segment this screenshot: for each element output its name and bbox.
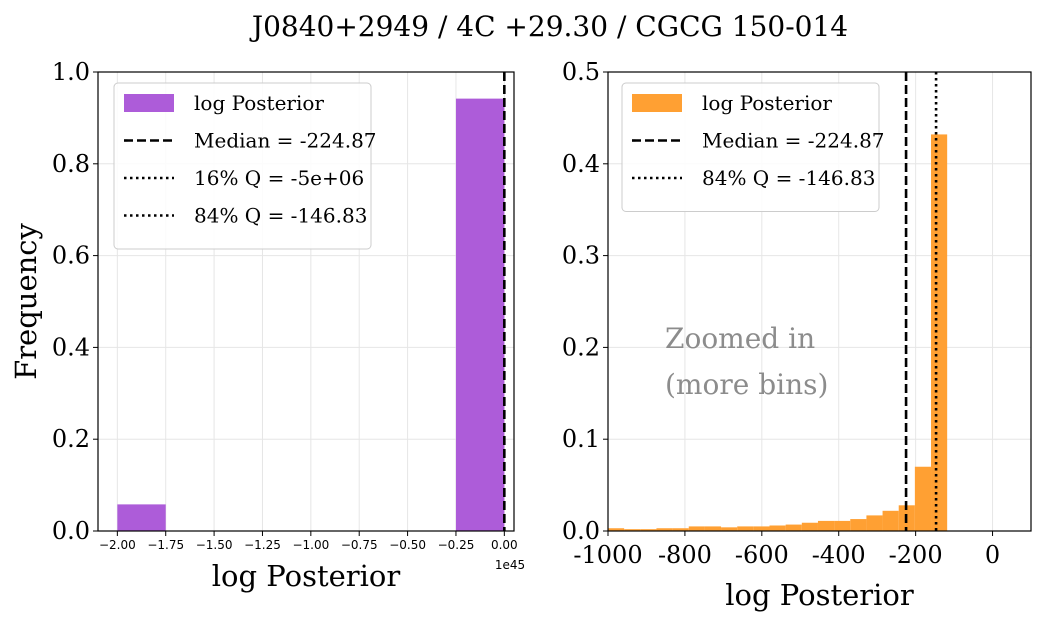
- histogram-bar: [721, 527, 738, 531]
- annotation-text: (more bins): [665, 368, 828, 401]
- y-tick-label: 0.4: [562, 150, 600, 178]
- histogram-bar: [882, 510, 899, 531]
- x-tick-label: −1.75: [147, 538, 184, 552]
- histogram-bar: [737, 526, 754, 531]
- x-tick-label: -600: [735, 541, 789, 569]
- histogram-bar: [785, 524, 802, 531]
- histogram-bar: [656, 528, 673, 531]
- right-panel: -1000 -800 -600 -400 -200 0 0.0 0.1 0.2 0.3 0.4 0.5…: [562, 58, 1032, 612]
- histogram-bar: [753, 526, 770, 531]
- axes-frame: [607, 71, 1032, 532]
- histogram-bar: [624, 529, 641, 531]
- y-tick-label: 1.0: [52, 58, 90, 86]
- legend-box: [621, 82, 880, 212]
- legend-box: [113, 82, 372, 250]
- x-tick-label: −0.25: [438, 538, 475, 552]
- x-tick-label: −0.75: [341, 538, 378, 552]
- x-tick-label: −0.50: [389, 538, 426, 552]
- y-tick-label: 0.6: [52, 242, 90, 270]
- x-tick-label: 0: [985, 541, 1000, 569]
- x-tick-label: −1.00: [292, 538, 329, 552]
- legend-label: log Posterior: [194, 91, 324, 115]
- histogram-bar: [769, 525, 786, 531]
- x-tick-label: −1.25: [244, 538, 281, 552]
- histogram-bar: [640, 529, 657, 531]
- x-axis-label: log Posterior: [725, 578, 914, 612]
- y-tick-label: 0.0: [562, 517, 600, 545]
- histogram-bar: [817, 520, 835, 531]
- x-tick-label: -1000: [573, 541, 642, 569]
- histogram-bar: [801, 522, 818, 531]
- histogram-bar: [914, 466, 932, 531]
- x-tick-label: -200: [889, 541, 943, 569]
- x-axis-label: log Posterior: [212, 559, 401, 593]
- figure-title: J0840+2949 / 4C +29.30 / CGCG 150-014: [249, 10, 848, 43]
- y-axis-label: Frequency: [9, 222, 43, 379]
- histogram-bar: [834, 520, 851, 531]
- legend-label: Median = -224.87: [702, 129, 885, 153]
- legend-swatch: [124, 94, 174, 112]
- histogram-bar: [688, 526, 705, 531]
- histogram-bar: [931, 134, 948, 531]
- legend-label: 84% Q = -146.83: [702, 166, 875, 190]
- legend-label: 84% Q = -146.83: [194, 204, 367, 228]
- histogram-bar: [850, 519, 867, 531]
- legend-label: Median = -224.87: [194, 129, 377, 153]
- histogram-bar: [117, 504, 166, 531]
- y-tick-label: 0.4: [52, 333, 90, 361]
- legend-label: 16% Q = -5e+06: [194, 166, 364, 190]
- histogram-bar: [608, 528, 625, 531]
- histogram-bar: [455, 98, 505, 531]
- x-offset-label: 1e45: [495, 558, 525, 572]
- x-tick-label: −1.50: [196, 538, 233, 552]
- x-tick-label: 0.00: [491, 538, 518, 552]
- legend-label: log Posterior: [702, 91, 832, 115]
- histogram-bar: [866, 515, 883, 531]
- y-tick-label: 0.1: [562, 425, 600, 453]
- y-tick-label: 0.2: [562, 333, 600, 361]
- left-panel: −2.00 −1.75 −1.50 −1.25 −1.00 −0.75 −0.50 −0.25…: [9, 58, 525, 593]
- histogram-bar: [704, 526, 722, 531]
- x-tick-label: −2.00: [99, 538, 136, 552]
- axes-frame: [97, 71, 515, 532]
- legend-swatch: [632, 94, 682, 112]
- y-tick-label: 0.8: [52, 150, 90, 178]
- x-tick-label: -800: [658, 541, 712, 569]
- y-tick-label: 0.2: [52, 425, 90, 453]
- annotation-text: Zoomed in: [665, 322, 815, 355]
- y-tick-label: 0.0: [52, 517, 90, 545]
- histogram-bar: [672, 528, 689, 531]
- y-tick-label: 0.5: [562, 58, 600, 86]
- x-tick-label: -400: [812, 541, 866, 569]
- y-tick-label: 0.3: [562, 242, 600, 270]
